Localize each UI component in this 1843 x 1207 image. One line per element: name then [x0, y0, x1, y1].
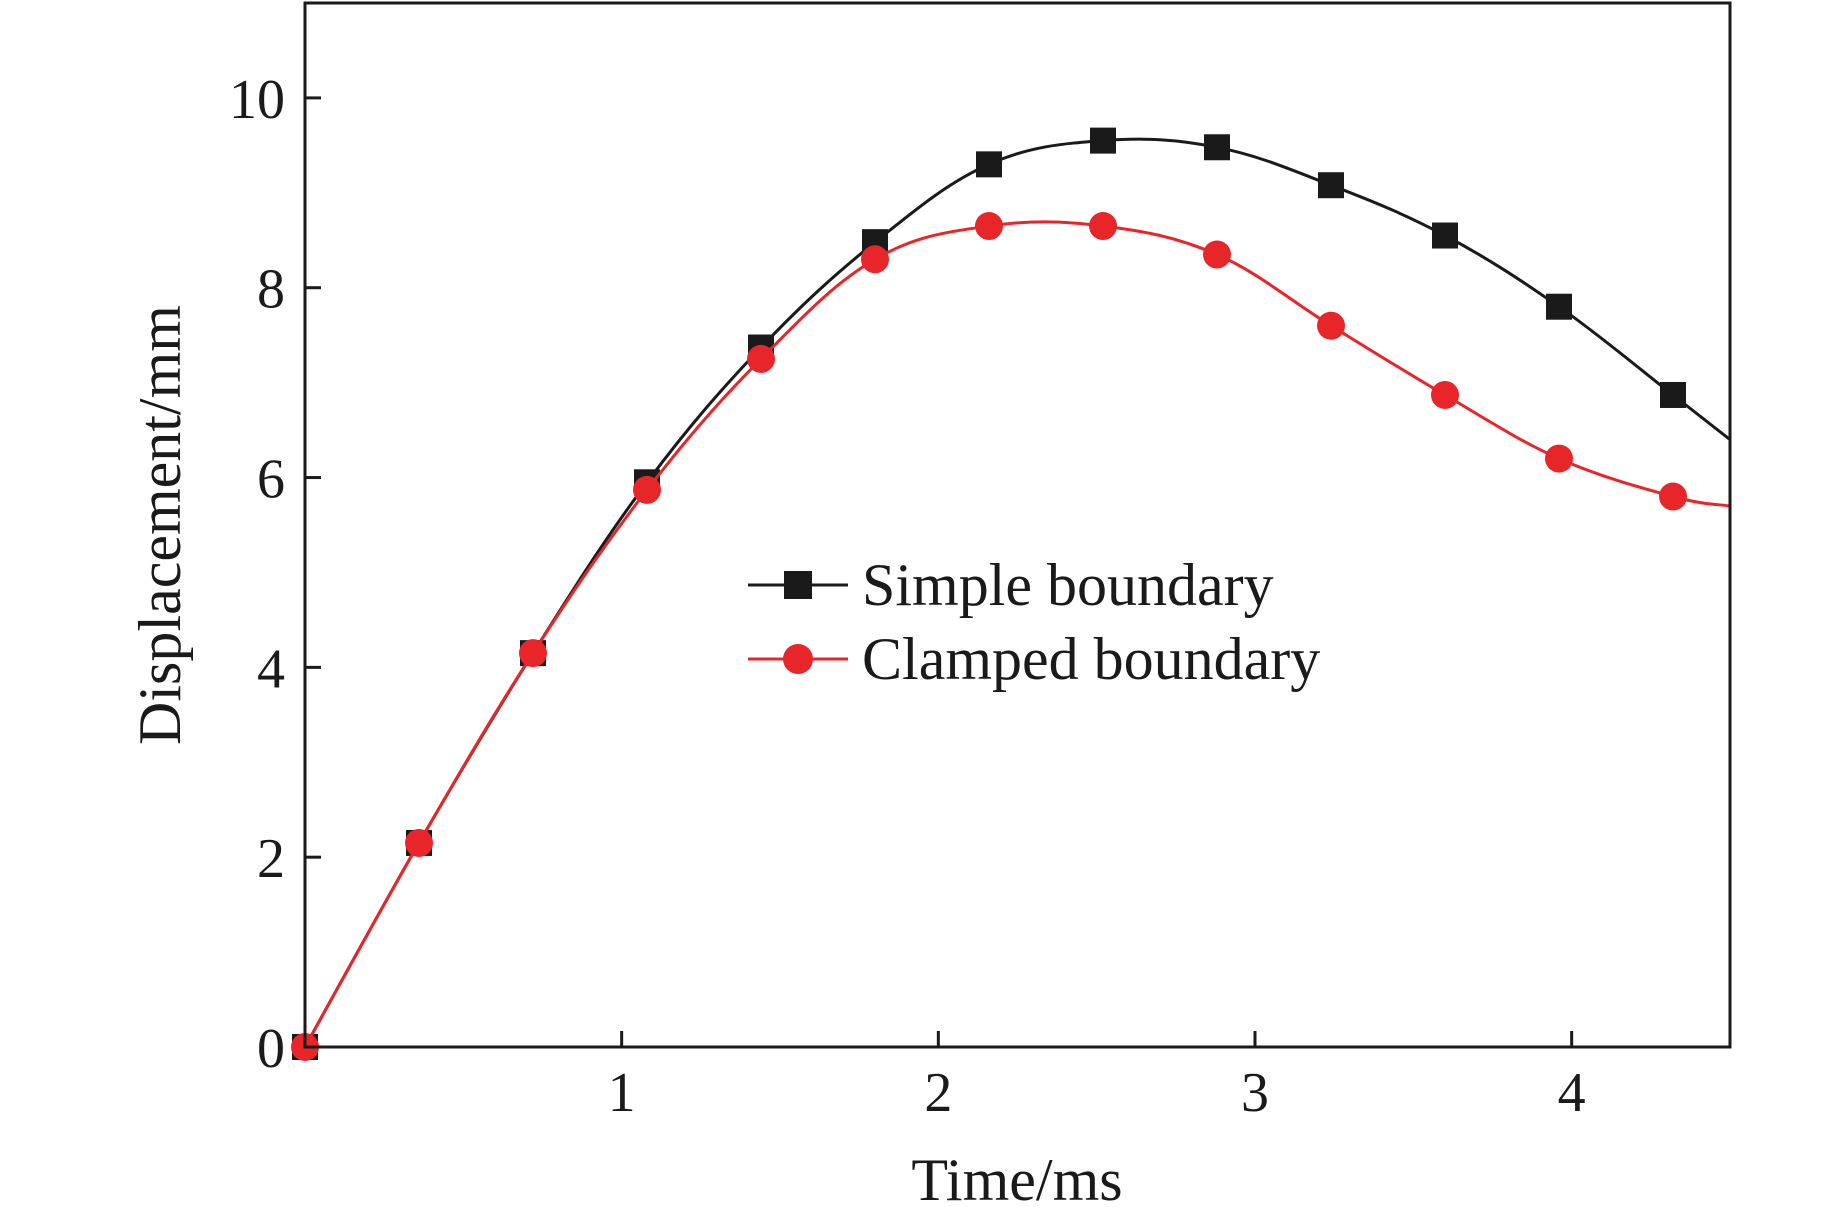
series-clamped-boundary — [291, 212, 1731, 1061]
data-point — [1090, 127, 1116, 154]
x-tick-label: 1 — [608, 1062, 636, 1124]
ticks-layer: 1 2 3 4 0 2 4 6 8 10 — [229, 69, 1586, 1124]
data-point — [1659, 482, 1687, 511]
legend-label: Clamped boundary — [862, 626, 1320, 692]
series-line — [303, 220, 1731, 1048]
data-point — [1204, 134, 1230, 161]
data-point — [1203, 240, 1231, 269]
data-point — [1431, 380, 1459, 409]
data-point — [975, 212, 1003, 241]
data-point — [405, 828, 433, 857]
y-tick-label: 6 — [257, 449, 285, 511]
data-point — [1317, 311, 1345, 340]
data-point — [519, 639, 547, 668]
legend-marker — [784, 571, 812, 599]
y-axis-title: Displacement/mm — [127, 305, 193, 745]
data-point — [633, 475, 661, 504]
y-tick-label: 0 — [257, 1018, 285, 1080]
y-tick-label: 4 — [257, 638, 285, 700]
data-point — [1545, 444, 1573, 473]
plot-frame — [303, 1, 1732, 1049]
legend-marker — [783, 644, 813, 674]
data-point — [976, 151, 1002, 178]
data-point — [1546, 293, 1572, 320]
x-axis-title: Time/ms — [911, 1147, 1122, 1207]
x-tick-label: 2 — [924, 1062, 952, 1124]
data-point — [1432, 222, 1458, 249]
legend: Simple boundary Clamped boundary — [748, 552, 1320, 692]
x-tick-label: 4 — [1558, 1062, 1586, 1124]
y-tick-label: 8 — [257, 259, 285, 321]
data-point — [1660, 381, 1686, 408]
x-tick-label: 3 — [1241, 1062, 1269, 1124]
series-layer — [291, 127, 1731, 1061]
legend-label: Simple boundary — [862, 552, 1274, 618]
y-tick-label: 2 — [257, 828, 285, 890]
data-point — [1318, 172, 1344, 199]
data-point — [1089, 212, 1117, 241]
y-tick-label: 10 — [229, 69, 285, 131]
data-point — [747, 344, 775, 373]
data-point — [861, 245, 889, 274]
